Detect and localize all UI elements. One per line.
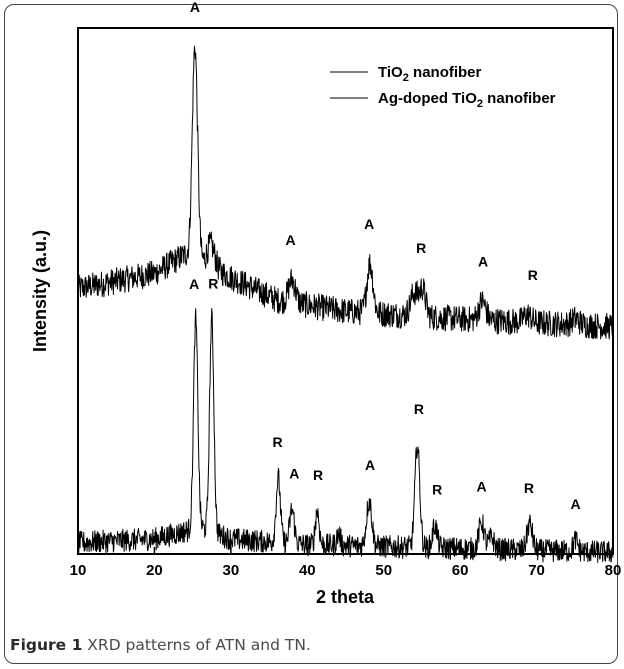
peak-label-r-2-5: R [313, 467, 323, 483]
figure-frame [4, 4, 618, 664]
legend-label-tio2: TiO2 nanofiber [378, 64, 482, 84]
x-tick-label-80: 80 [605, 562, 622, 579]
x-tick-label-40: 40 [299, 562, 316, 579]
x-tick-label-20: 20 [146, 562, 163, 579]
peak-label-r-2-8: R [432, 481, 442, 497]
peak-label-r-2-7: R [414, 401, 424, 417]
peak-label-r-2-2: R [208, 275, 218, 291]
peak-label-r-1-6: R [528, 267, 538, 283]
peak-label-a-2-1: A [189, 276, 199, 292]
caption-text: XRD patterns of ATN and TN. [82, 636, 311, 654]
y-axis-title: Intensity (a.u.) [30, 230, 50, 352]
peak-label-a-1-3: A [364, 216, 374, 232]
xrd-pattern-line-2 [77, 307, 614, 563]
peak-label-r-1-4: R [416, 240, 426, 256]
x-axis-ticks: 10 20 30 40 50 60 70 80 [70, 547, 622, 579]
x-tick-label-60: 60 [452, 562, 469, 579]
x-tick-label-30: 30 [223, 562, 240, 579]
peak-label-a-1-5: A [478, 254, 488, 270]
x-tick-label-70: 70 [528, 562, 545, 579]
peak-label-r-2-3: R [272, 434, 282, 450]
peak-label-a-2-4: A [289, 466, 299, 482]
peak-label-a-2-6: A [365, 457, 375, 473]
peak-label-a-1-1: A [190, 0, 200, 15]
peak-label-a-2-9: A [476, 479, 486, 495]
xrd-pattern-line-1 [77, 45, 614, 340]
legend: TiO2 nanofiber Ag-doped TiO2 nanofiber [330, 64, 556, 110]
x-axis-title: 2 theta [316, 587, 375, 607]
x-tick-label-50: 50 [375, 562, 392, 579]
peak-label-a-2-11: A [570, 496, 580, 512]
peak-label-a-1-2: A [285, 232, 295, 248]
caption-label: Figure 1 [10, 636, 83, 654]
series-layer [77, 45, 614, 563]
legend-label-ag-tio2: Ag-doped TiO2 nanofiber [378, 90, 556, 110]
figure-caption: Figure 1 XRD patterns of ATN and TN. [10, 636, 311, 654]
peak-label-r-2-10: R [524, 480, 534, 496]
x-tick-label-10: 10 [70, 562, 87, 579]
